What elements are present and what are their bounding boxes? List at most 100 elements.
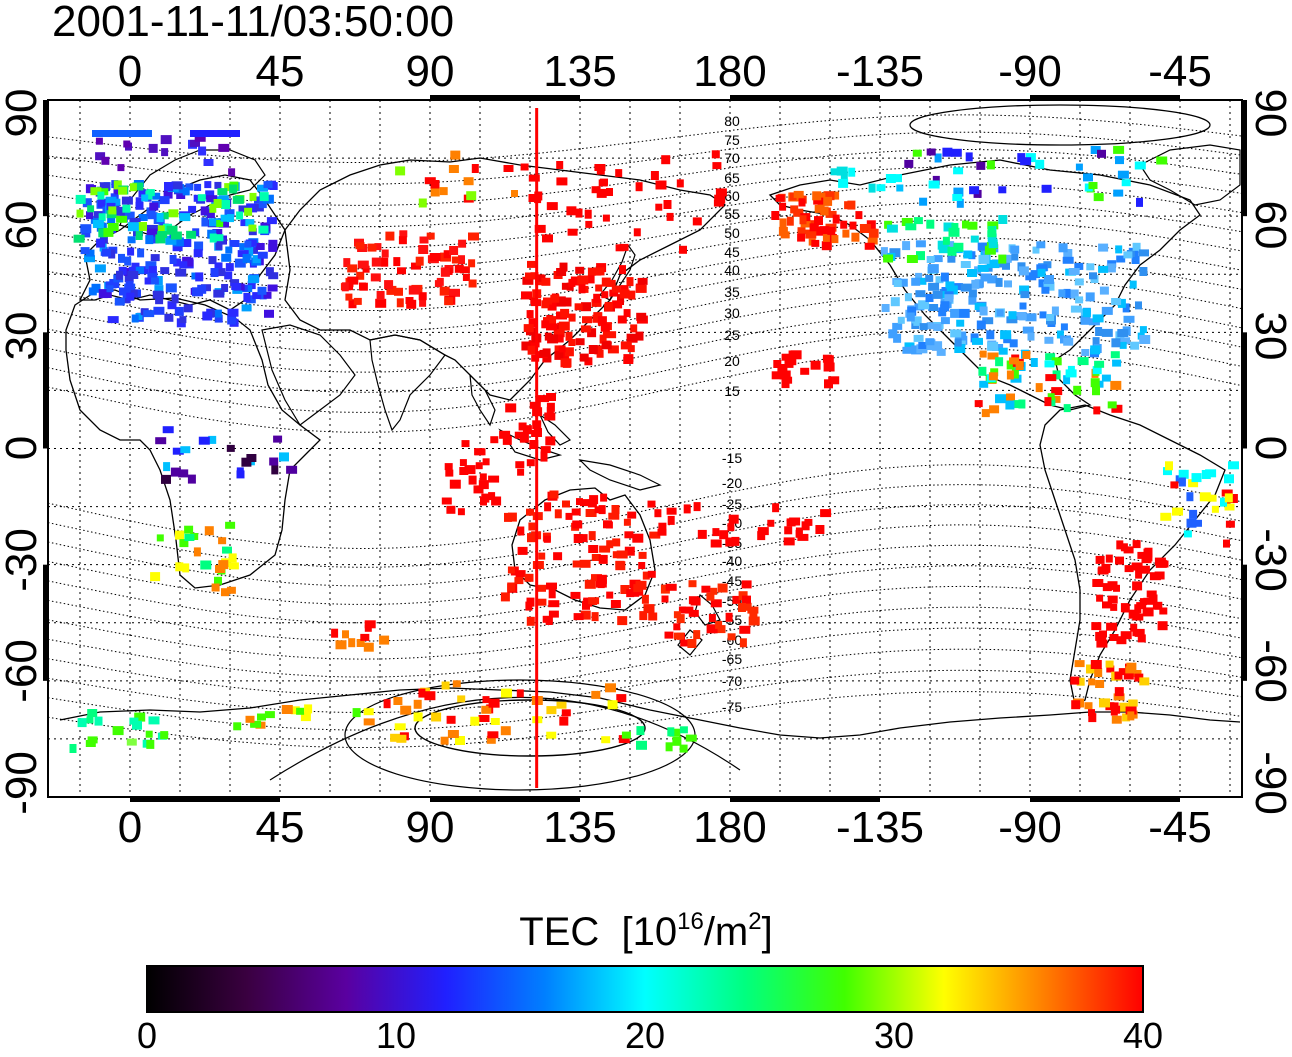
tec-cell xyxy=(386,285,397,295)
tec-cell xyxy=(982,317,994,325)
tec-cell xyxy=(987,352,999,360)
tec-cell xyxy=(268,239,278,249)
tec-cell xyxy=(1110,603,1118,611)
tec-cell xyxy=(434,280,442,288)
tec-cell xyxy=(1008,311,1017,320)
tec-cell xyxy=(559,351,569,359)
tec-cell xyxy=(631,587,640,597)
tec-cell xyxy=(538,552,546,560)
contour-label: -20 xyxy=(722,475,742,491)
tec-cell xyxy=(813,197,824,205)
tec-cell xyxy=(916,251,925,261)
tec-cell xyxy=(595,284,603,292)
tec-cell xyxy=(636,740,647,750)
tec-cell xyxy=(1189,509,1198,519)
tec-cell xyxy=(1018,399,1026,409)
tec-cell xyxy=(267,284,278,292)
frame-top-band xyxy=(1030,95,1180,100)
tec-cell xyxy=(341,282,349,292)
tec-cell xyxy=(1094,668,1103,678)
tec-cell xyxy=(732,595,741,604)
tec-cell xyxy=(1113,145,1125,154)
tec-cell xyxy=(911,277,921,286)
tec-cell xyxy=(228,562,239,570)
tec-cell xyxy=(521,291,532,300)
tec-cell xyxy=(1063,375,1071,385)
tec-cell xyxy=(400,705,412,715)
tec-cell xyxy=(998,186,1007,194)
tec-cell xyxy=(967,221,978,230)
tec-cell xyxy=(602,330,610,338)
tec-cell xyxy=(545,436,556,446)
tec-cell xyxy=(171,181,183,190)
tec-cell xyxy=(624,531,634,539)
tec-cell xyxy=(666,212,674,221)
tec-cell xyxy=(918,342,927,349)
tec-cell xyxy=(94,716,103,726)
graticule-grid xyxy=(48,100,1242,797)
tec-cell xyxy=(594,506,606,514)
tec-cell xyxy=(608,512,620,520)
tec-cell xyxy=(396,298,404,308)
tec-cell xyxy=(866,220,876,230)
tec-cell xyxy=(937,240,949,250)
tec-cell xyxy=(1137,634,1146,643)
contour-label: -70 xyxy=(722,673,742,689)
tec-cell xyxy=(1015,312,1027,320)
tec-cell xyxy=(728,514,739,524)
tec-cell xyxy=(194,183,202,191)
tec-cell xyxy=(77,718,87,728)
tec-cell xyxy=(649,531,661,539)
tec-cell xyxy=(904,159,914,168)
tec-cell xyxy=(248,224,257,232)
tec-cell xyxy=(697,529,707,539)
tec-cell xyxy=(147,272,158,282)
tec-cell xyxy=(541,277,551,286)
tec-cell xyxy=(546,582,557,590)
tec-cell xyxy=(271,465,279,475)
tec-cell xyxy=(987,230,997,238)
tec-cell xyxy=(1095,327,1103,336)
tec-cell xyxy=(596,349,604,358)
tec-cell xyxy=(564,297,572,307)
tec-cell xyxy=(215,268,226,277)
tec-cell xyxy=(445,469,454,477)
tec-cell xyxy=(160,731,169,740)
tec-cell xyxy=(1102,601,1112,609)
tec-cell xyxy=(1128,699,1138,707)
tec-cell xyxy=(475,462,483,470)
tec-cell xyxy=(1224,503,1235,511)
tec-cell xyxy=(113,180,122,190)
tec-cell xyxy=(819,226,830,235)
frame-bottom-band xyxy=(1030,797,1180,802)
tec-cell xyxy=(1013,400,1021,409)
tec-cell xyxy=(1163,467,1172,476)
mag-contour-line xyxy=(48,544,1242,624)
tec-cell xyxy=(451,256,459,264)
tec-cell xyxy=(175,562,184,572)
tec-cell xyxy=(206,195,218,203)
mag-contour-line xyxy=(48,691,1242,748)
tec-cell xyxy=(647,500,656,508)
tec-cell xyxy=(250,720,262,728)
tec-cell xyxy=(511,190,518,197)
tec-cell xyxy=(601,736,611,744)
tec-cell xyxy=(1132,581,1143,591)
tec-cell xyxy=(954,338,962,347)
contour-label: 55 xyxy=(724,206,740,222)
tec-cell xyxy=(928,282,940,291)
tec-cell xyxy=(1099,286,1109,295)
tec-cell xyxy=(1135,301,1142,310)
tec-cell xyxy=(212,229,223,236)
tec-cell xyxy=(117,164,125,172)
tec-cell xyxy=(419,299,427,307)
tec-cell xyxy=(188,205,197,213)
tec-cell xyxy=(1193,519,1202,527)
tec-cell xyxy=(221,284,229,292)
tec-cell xyxy=(559,262,568,272)
tec-cell xyxy=(217,188,228,196)
tec-cell xyxy=(626,589,635,598)
tec-cell xyxy=(741,580,752,589)
tec-cell xyxy=(546,202,558,211)
tec-cell xyxy=(170,467,181,477)
